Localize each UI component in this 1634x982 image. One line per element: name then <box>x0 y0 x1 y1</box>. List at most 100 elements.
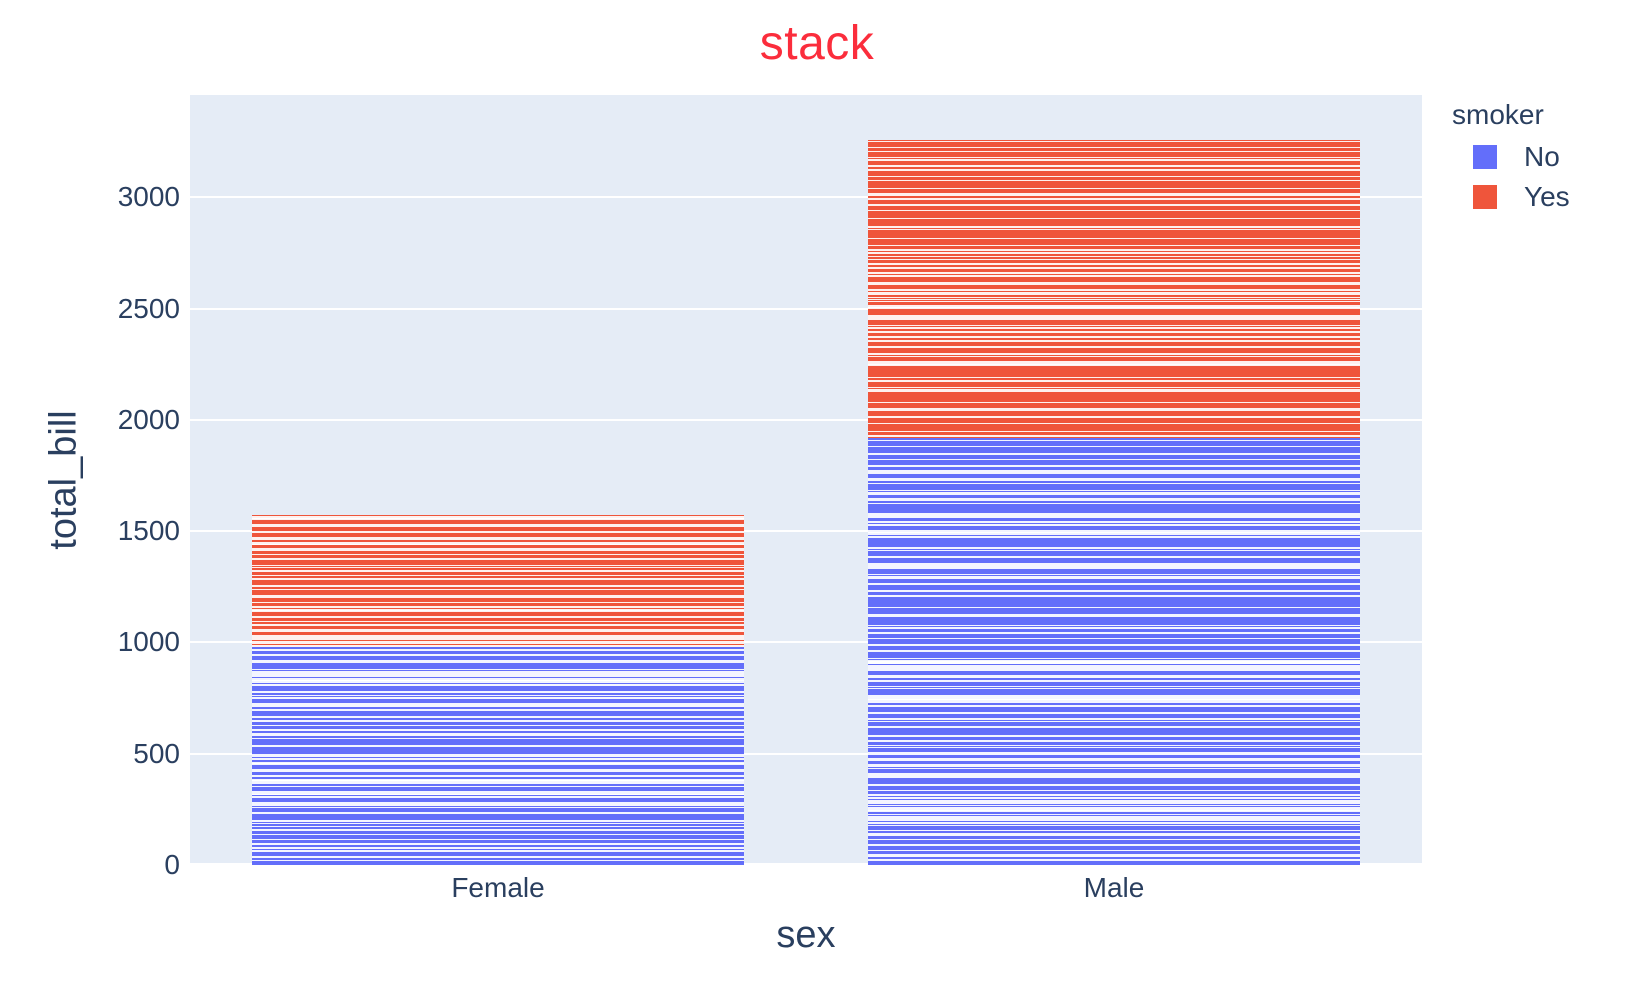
record-separator <box>252 691 744 693</box>
record-separator <box>252 757 744 761</box>
record-separator <box>252 524 744 527</box>
record-separator <box>252 620 744 623</box>
record-separator <box>868 353 1360 355</box>
record-separator <box>868 744 1360 747</box>
record-separator <box>868 758 1360 762</box>
record-separator <box>868 252 1360 254</box>
record-separator <box>868 564 1360 566</box>
record-separator <box>868 453 1360 455</box>
record-separator <box>252 578 744 580</box>
record-separator <box>868 838 1360 841</box>
x-tick-label-female: Female <box>451 872 545 903</box>
record-separator <box>868 797 1360 799</box>
record-separator <box>868 675 1360 678</box>
record-separator <box>868 624 1360 627</box>
record-separator <box>868 315 1360 317</box>
record-separator <box>868 226 1360 228</box>
record-separator <box>868 549 1360 552</box>
record-separator <box>252 678 744 681</box>
record-separator <box>252 629 744 631</box>
record-separator <box>868 156 1360 159</box>
record-separator <box>868 817 1360 820</box>
record-separator <box>868 829 1360 832</box>
record-separator <box>252 537 744 540</box>
record-separator <box>868 664 1360 667</box>
record-separator <box>252 762 744 764</box>
record-separator <box>868 626 1360 630</box>
record-separator <box>252 558 744 560</box>
record-separator <box>868 700 1360 703</box>
bar-segment-male-yes[interactable] <box>868 140 1360 438</box>
record-separator <box>868 146 1360 149</box>
record-separator <box>252 641 744 643</box>
record-separator <box>868 165 1360 167</box>
record-separator <box>868 720 1360 723</box>
y-tick-label: 2500 <box>117 292 180 324</box>
record-separator <box>868 434 1360 438</box>
record-separator <box>252 584 744 588</box>
record-separator <box>868 813 1360 816</box>
legend-item-yes[interactable]: Yes <box>1473 182 1570 212</box>
record-separator <box>868 566 1360 570</box>
record-separator <box>252 737 744 740</box>
record-separator <box>868 573 1360 576</box>
record-separator <box>868 547 1360 549</box>
record-separator <box>868 516 1360 518</box>
record-separator <box>868 255 1360 258</box>
bar-segment-male-no[interactable] <box>868 437 1360 865</box>
record-separator <box>252 806 744 809</box>
record-separator <box>868 198 1360 200</box>
record-separator <box>868 430 1360 432</box>
record-separator <box>252 679 744 683</box>
plot-area[interactable] <box>190 95 1422 865</box>
record-separator <box>252 785 744 788</box>
record-separator <box>868 632 1360 634</box>
chart-title: stack <box>759 17 875 70</box>
record-separator <box>868 809 1360 813</box>
record-separator <box>868 746 1360 749</box>
record-separator <box>868 363 1360 365</box>
record-separator <box>868 331 1360 333</box>
record-separator <box>868 536 1360 538</box>
record-separator <box>252 542 744 545</box>
record-separator <box>868 292 1360 296</box>
record-separator <box>868 695 1360 697</box>
legend-item-no[interactable]: No <box>1473 142 1570 172</box>
gridline <box>190 196 1422 199</box>
record-separator <box>252 694 744 697</box>
record-separator <box>252 842 744 846</box>
record-separator <box>252 642 744 645</box>
record-separator <box>252 635 744 639</box>
record-separator <box>868 844 1360 846</box>
record-separator <box>868 523 1360 527</box>
record-separator <box>252 566 744 569</box>
record-separator <box>868 274 1360 278</box>
y-tick-label: 500 <box>133 737 180 769</box>
gridline <box>190 530 1422 533</box>
record-separator <box>252 610 744 612</box>
record-separator <box>252 705 744 708</box>
record-separator <box>252 709 744 711</box>
bar-segment-female-yes[interactable] <box>252 515 744 648</box>
gridline <box>190 641 1422 644</box>
record-separator <box>868 776 1360 778</box>
record-separator <box>252 729 744 731</box>
legend-item-label: Yes <box>1524 181 1570 212</box>
record-separator <box>868 244 1360 247</box>
record-separator <box>252 838 744 841</box>
record-separator <box>868 389 1360 392</box>
record-separator <box>252 630 744 633</box>
bar-segment-female-no[interactable] <box>252 647 744 865</box>
record-separator <box>252 609 744 611</box>
record-separator <box>868 853 1360 857</box>
record-separator <box>868 643 1360 647</box>
record-separator <box>868 800 1360 802</box>
record-separator <box>868 401 1360 404</box>
record-separator <box>868 267 1360 269</box>
record-separator <box>868 657 1360 660</box>
record-separator <box>868 821 1360 825</box>
record-separator <box>868 583 1360 585</box>
record-separator <box>868 324 1360 327</box>
record-separator <box>252 812 744 815</box>
